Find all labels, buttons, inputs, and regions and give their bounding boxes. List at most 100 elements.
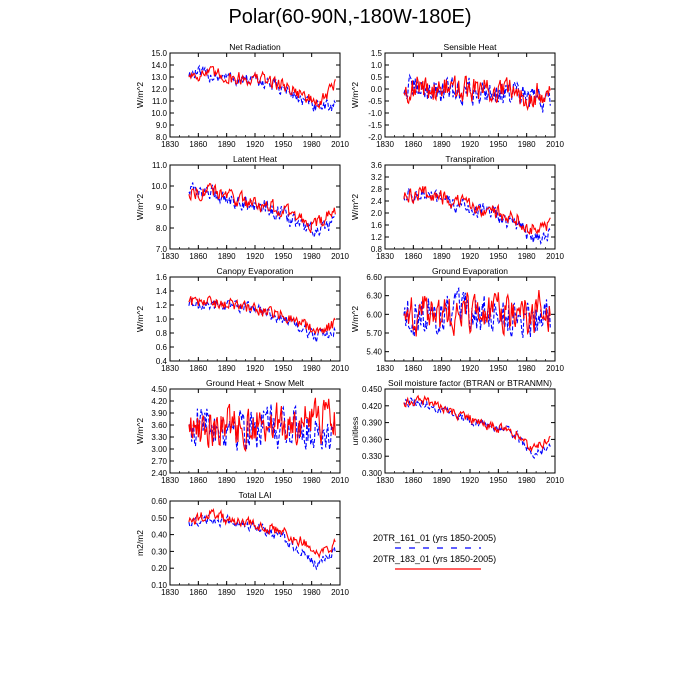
x-tick-label: 1950 [489, 476, 507, 485]
y-tick-label: 0.360 [362, 435, 383, 444]
panel-1: Net Radiation W/m^2 1830 1860 1890 1920 1950 19… [135, 42, 349, 149]
panel-4: Transpiration W/m^2 1830 1860 1890 1920 1950 19… [350, 154, 564, 261]
x-tick-label: 1860 [404, 140, 422, 149]
x-tick-label: 1950 [489, 364, 507, 373]
legend-label: 20TR_183_01 (yrs 1850-2005) [373, 554, 496, 564]
panel-8: Soil moisture factor (BTRAN or BTRANMN) u… [350, 378, 564, 485]
x-tick-label: 2010 [546, 364, 564, 373]
x-tick-label: 1890 [218, 252, 236, 261]
x-tick-label: 1950 [274, 140, 292, 149]
y-tick-label: 6.30 [366, 292, 382, 301]
x-tick-label: 1830 [376, 252, 394, 261]
x-tick-label: 1860 [189, 140, 207, 149]
panel-title: Canopy Evaporation [216, 266, 293, 276]
y-tick-label: 9.0 [156, 203, 168, 212]
x-tick-label: 1920 [246, 252, 264, 261]
y-tick-label: 0.0 [371, 85, 383, 94]
series-line-red [403, 289, 551, 337]
y-tick-label: 3.60 [151, 421, 167, 430]
y-tick-label: 6.00 [366, 310, 382, 319]
series-line-red [188, 182, 336, 234]
y-tick-label: 2.40 [151, 469, 167, 478]
y-tick-label: 0.20 [151, 564, 167, 573]
y-tick-label: 12.0 [151, 85, 167, 94]
x-tick-label: 2010 [331, 476, 349, 485]
y-tick-label: -2.0 [368, 133, 382, 142]
y-tick-label: 0.30 [151, 547, 167, 556]
y-tick-label: 0.390 [362, 419, 383, 428]
y-tick-label: 11.0 [152, 161, 168, 170]
y-tick-label: 3.30 [151, 433, 167, 442]
x-tick-label: 1920 [246, 588, 264, 597]
x-tick-label: 1980 [518, 252, 536, 261]
y-axis-label: W/m^2 [350, 194, 360, 220]
x-tick-label: 1980 [303, 364, 321, 373]
panel-title: Soil moisture factor (BTRAN or BTRANMN) [388, 378, 552, 388]
x-tick-label: 1950 [489, 252, 507, 261]
y-tick-label: 11.0 [152, 97, 168, 106]
x-tick-label: 2010 [331, 140, 349, 149]
y-tick-label: 0.450 [362, 385, 383, 394]
y-tick-label: 1.0 [371, 61, 383, 70]
y-tick-label: 10.0 [151, 109, 167, 118]
y-tick-label: 1.6 [156, 273, 168, 282]
x-tick-label: 1830 [161, 588, 179, 597]
y-tick-label: 0.10 [151, 581, 167, 590]
y-axis-label: m2/m2 [135, 530, 145, 556]
x-tick-label: 2010 [546, 140, 564, 149]
y-tick-label: 3.00 [151, 445, 167, 454]
y-axis-label: W/m^2 [135, 306, 145, 332]
y-tick-label: 2.70 [151, 457, 167, 466]
x-tick-label: 1980 [518, 364, 536, 373]
y-tick-label: 6.60 [366, 273, 382, 282]
legend: 20TR_161_01 (yrs 1850-2005) 20TR_183_01 (… [373, 533, 496, 570]
y-axis-label: W/m^2 [135, 82, 145, 108]
x-tick-label: 2010 [331, 364, 349, 373]
y-tick-label: 1.0 [156, 315, 168, 324]
y-axis-label: W/m^2 [135, 418, 145, 444]
x-tick-label: 1860 [189, 364, 207, 373]
y-tick-label: 0.8 [156, 329, 168, 338]
plot-frame [169, 52, 341, 138]
panel-9: Total LAI m2/m2 1830 1860 1890 1920 1950 1980 20… [135, 490, 349, 597]
x-tick-label: 1860 [189, 588, 207, 597]
series-line-blue [188, 182, 336, 239]
y-tick-label: 4.20 [151, 397, 167, 406]
series-line-red [403, 75, 551, 112]
x-tick-label: 1860 [404, 476, 422, 485]
y-tick-label: 0.8 [371, 245, 383, 254]
y-tick-label: 0.50 [151, 514, 167, 523]
y-tick-label: 3.2 [371, 173, 383, 182]
y-tick-label: 0.330 [362, 452, 383, 461]
x-tick-label: 1890 [433, 140, 451, 149]
x-tick-label: 2010 [546, 476, 564, 485]
x-tick-label: 1890 [433, 476, 451, 485]
panel-7: Ground Heat + Snow Melt W/m^2 1830 1860 1890… [135, 378, 349, 485]
y-tick-label: 3.90 [151, 409, 167, 418]
y-tick-label: 0.300 [362, 469, 383, 478]
x-tick-label: 1860 [189, 252, 207, 261]
figure-title: Polar(60-90N,-180W-180E) [228, 6, 472, 28]
x-tick-label: 1890 [433, 364, 451, 373]
y-tick-label: 4.50 [151, 385, 167, 394]
y-tick-label: 10.0 [151, 182, 167, 191]
panel-title: Net Radiation [229, 42, 281, 52]
x-tick-label: 1950 [274, 588, 292, 597]
panel-title: Latent Heat [233, 154, 278, 164]
x-tick-label: 1860 [189, 476, 207, 485]
plot-frame [384, 388, 556, 474]
x-tick-label: 2010 [546, 252, 564, 261]
panel-2: Sensible Heat W/m^2 1830 1860 1890 1920 1950 19… [350, 42, 564, 149]
y-tick-label: 0.4 [156, 357, 168, 366]
y-tick-label: 5.40 [366, 348, 382, 357]
x-tick-label: 1950 [274, 476, 292, 485]
y-tick-label: 8.0 [156, 133, 168, 142]
x-tick-label: 1860 [404, 364, 422, 373]
y-tick-label: -0.5 [368, 97, 382, 106]
x-tick-label: 1830 [161, 252, 179, 261]
x-tick-label: 1830 [161, 476, 179, 485]
panel-5: Canopy Evaporation W/m^2 1830 1860 1890 1920 1… [135, 266, 349, 373]
plot-frame [169, 276, 341, 362]
x-tick-label: 1920 [461, 140, 479, 149]
x-tick-label: 1980 [518, 140, 536, 149]
